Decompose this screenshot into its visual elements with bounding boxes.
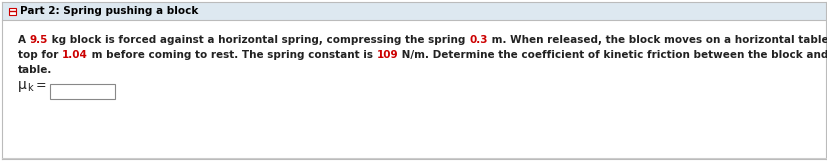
Text: kg block is forced against a horizontal spring, compressing the spring: kg block is forced against a horizontal … xyxy=(48,35,468,45)
Text: Part 2: Spring pushing a block: Part 2: Spring pushing a block xyxy=(20,6,198,16)
Text: 1.04: 1.04 xyxy=(62,50,88,60)
Bar xyxy=(2,2,825,20)
Text: m before coming to rest. The spring constant is: m before coming to rest. The spring cons… xyxy=(88,50,376,60)
Bar xyxy=(50,84,115,99)
Text: table.: table. xyxy=(18,65,52,75)
Text: N/m. Determine the coefficient of kinetic friction between the block and the: N/m. Determine the coefficient of kineti… xyxy=(398,50,827,60)
Bar xyxy=(9,8,16,14)
Text: A: A xyxy=(18,35,30,45)
Text: 109: 109 xyxy=(376,50,398,60)
Text: top for: top for xyxy=(18,50,62,60)
Text: 9.5: 9.5 xyxy=(30,35,48,45)
Text: =: = xyxy=(32,79,47,92)
Text: k: k xyxy=(26,83,32,93)
Text: m. When released, the block moves on a horizontal table: m. When released, the block moves on a h… xyxy=(487,35,827,45)
Text: μ: μ xyxy=(18,78,26,92)
Text: 0.3: 0.3 xyxy=(468,35,487,45)
